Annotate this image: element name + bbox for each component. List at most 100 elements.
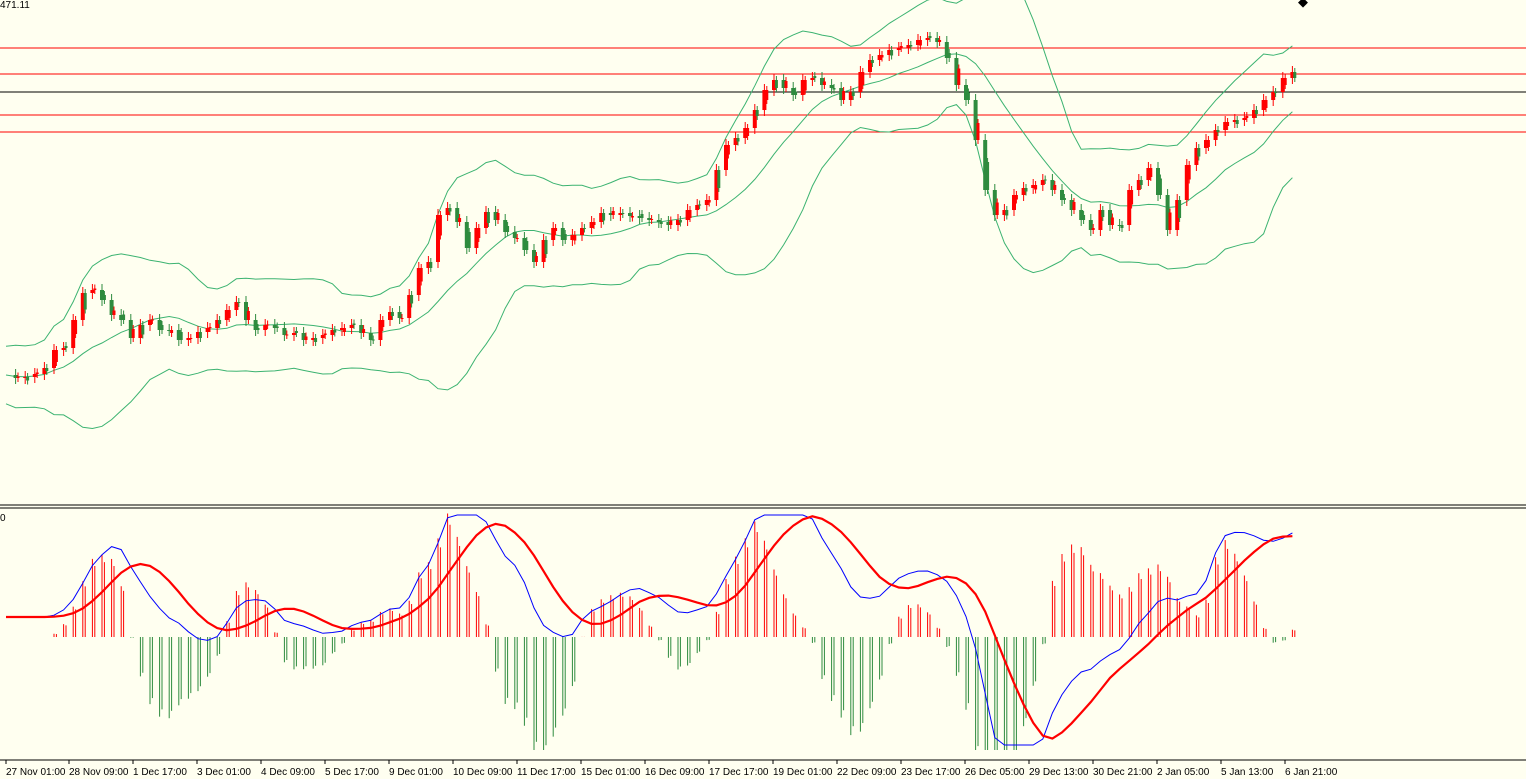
candle-body (992, 190, 997, 215)
time-label: 15 Dec 01:00 (581, 767, 641, 778)
cursor-icon: ◆ (1298, 0, 1308, 9)
candle-body (400, 318, 404, 319)
candle-body (1034, 185, 1038, 190)
candle-body (560, 228, 565, 240)
candle-body (362, 329, 366, 333)
candle-body (1197, 148, 1201, 157)
candle-body (493, 212, 498, 220)
candle-body (1062, 198, 1066, 200)
candle-body (371, 339, 375, 341)
time-label: 5 Dec 17:00 (325, 767, 379, 778)
candle-body (179, 332, 183, 340)
candle-body (1271, 92, 1276, 100)
candle-body (1178, 200, 1182, 218)
candle-body (695, 205, 700, 210)
candle-body (916, 40, 920, 45)
candle-body (342, 328, 346, 332)
candle-body (964, 85, 968, 100)
candle-body (131, 329, 135, 338)
candle-body (1043, 179, 1047, 181)
candle-body (74, 320, 78, 334)
candle-body (390, 312, 394, 316)
candle-body (743, 128, 748, 138)
candle-body (176, 330, 181, 340)
candle-body (246, 311, 250, 320)
candle-body (167, 330, 172, 331)
candle-body (285, 334, 289, 336)
candle-body (733, 138, 738, 145)
candle-body (822, 81, 826, 85)
candle-body (170, 330, 174, 333)
candle-body (762, 90, 767, 110)
candle-body (1139, 180, 1143, 185)
macd-zero-label: 0 (0, 513, 6, 524)
candle-body (359, 325, 364, 333)
candle-body (1130, 190, 1134, 205)
candle-body (820, 78, 824, 85)
candle-body (1002, 210, 1007, 215)
candle-body (640, 214, 644, 218)
candle-body (330, 330, 335, 335)
candle-body (1091, 228, 1095, 230)
candle-body (602, 213, 606, 221)
candle-body (1014, 195, 1018, 200)
time-label: 22 Dec 09:00 (837, 767, 897, 778)
time-label: 6 Jan 21:00 (1285, 767, 1338, 778)
candle-body (839, 88, 844, 100)
candle-body (237, 302, 241, 303)
candle-body (848, 92, 853, 100)
candle-body (794, 91, 798, 95)
candle-body (832, 88, 836, 90)
candle-body (944, 42, 949, 58)
candle-body (935, 38, 940, 42)
candle-body (877, 55, 882, 60)
candle-body (611, 211, 615, 215)
candle-body (109, 300, 114, 315)
candle-body (1290, 72, 1295, 78)
candle-body (410, 295, 414, 304)
time-label: 27 Nov 01:00 (6, 767, 66, 778)
candle-body (829, 85, 834, 88)
candle-body (784, 81, 788, 88)
time-label: 10 Dec 09:00 (453, 767, 513, 778)
candle-body (676, 220, 680, 225)
candle-body (1283, 78, 1287, 85)
candle-body (525, 241, 529, 250)
candle-body (1101, 210, 1105, 217)
time-label: 3 Dec 01:00 (197, 767, 251, 778)
candle-body (1232, 120, 1237, 122)
candle-body (861, 72, 865, 85)
price-label: 471.11 (0, 0, 30, 11)
candle-body (196, 332, 200, 338)
candle-body (13, 375, 18, 378)
candle-body (275, 326, 279, 328)
time-label: 5 Jan 13:00 (1221, 767, 1274, 778)
candle-body (416, 268, 421, 295)
candle-body (503, 220, 508, 232)
candle-body (918, 40, 922, 46)
candle-body (698, 204, 702, 206)
candle-body (957, 68, 961, 85)
candle-body (925, 38, 930, 40)
candle-body (102, 295, 106, 300)
candle-body (16, 376, 20, 378)
candle-body (637, 216, 642, 218)
candle-body (1108, 210, 1112, 225)
candle-body (119, 315, 124, 320)
candle-body (215, 320, 220, 328)
time-label: 26 Dec 05:00 (965, 767, 1025, 778)
candle-body (35, 372, 39, 374)
candle-body (1235, 120, 1239, 124)
candle-body (311, 338, 316, 340)
candle-body (515, 238, 519, 239)
candle-body (928, 36, 932, 38)
candle-body (1120, 225, 1124, 228)
candle-body (83, 293, 87, 310)
candle-body (618, 213, 623, 215)
candle-body (253, 320, 258, 330)
time-label: 4 Dec 09:00 (261, 767, 315, 778)
candle-body (1110, 217, 1114, 225)
macd-line (6, 514, 1293, 746)
candle-body (803, 80, 807, 91)
